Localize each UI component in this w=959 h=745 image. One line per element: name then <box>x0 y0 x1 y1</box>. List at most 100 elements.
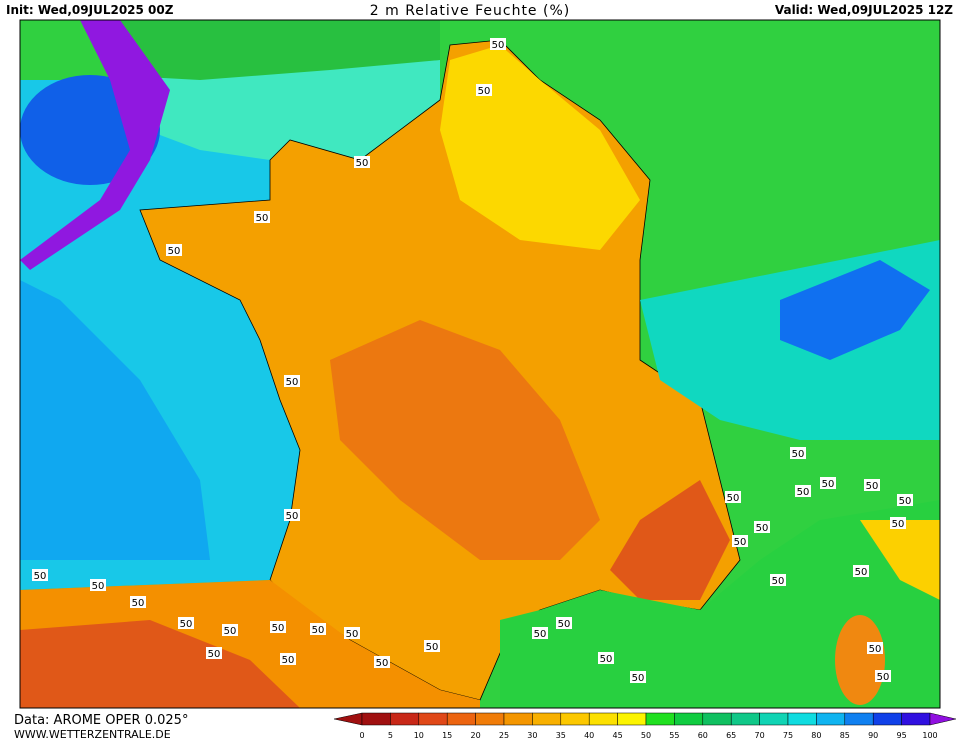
contour-label: 50 <box>168 246 181 257</box>
contour-label: 50 <box>312 625 325 636</box>
ocean-deep <box>20 280 210 560</box>
title: 2 m Relative Feuchte (%) <box>370 3 570 19</box>
contour-label: 50 <box>632 673 645 684</box>
colorbar-segment <box>560 712 590 726</box>
contour-label-box <box>853 565 869 577</box>
contour-label-box <box>532 627 548 639</box>
contour-label-box <box>770 574 786 586</box>
contour-label: 50 <box>208 649 221 660</box>
colorbar-tick-label: 70 <box>755 731 765 740</box>
contour-label: 50 <box>727 493 740 504</box>
colorbar-tick-label: 40 <box>584 731 594 740</box>
colorbar-tick-label: 60 <box>698 731 708 740</box>
data-source: Data: AROME OPER 0.025° <box>14 713 188 728</box>
spain-dry <box>20 620 300 708</box>
contour-label-box <box>476 84 492 96</box>
colorbar-tick-label: 5 <box>388 731 393 740</box>
contour-label-box <box>374 656 390 668</box>
sardinia-coast <box>860 520 940 600</box>
contour-label: 50 <box>34 571 47 582</box>
central-france-dry <box>330 320 600 560</box>
contour-label-box <box>310 623 326 635</box>
contour-label: 50 <box>892 519 905 530</box>
colorbar-segment <box>390 712 420 726</box>
contour-label-box <box>166 244 182 256</box>
contour-label-box <box>254 211 270 223</box>
contour-label: 50 <box>492 40 505 51</box>
colorbar-segment <box>844 712 874 726</box>
contour-label-box <box>222 624 238 636</box>
colorbar-tick-label: 30 <box>527 731 537 740</box>
contour-label-box <box>754 521 770 533</box>
channel <box>110 60 440 160</box>
colorbar-tick-label: 80 <box>811 731 821 740</box>
colorbar-tick-label: 15 <box>442 731 452 740</box>
colorbar-tick-label: 90 <box>868 731 878 740</box>
contour-label: 50 <box>224 626 237 637</box>
contour-label: 50 <box>756 523 769 534</box>
contour-label: 50 <box>734 537 747 548</box>
colorbar-tick-label: 55 <box>669 731 679 740</box>
contour-label: 50 <box>534 629 547 640</box>
colorbar-tick-label: 100 <box>922 731 937 740</box>
contour-label: 50 <box>797 487 810 498</box>
colorbar-segment <box>532 712 562 726</box>
colorbar-segment <box>730 712 760 726</box>
contour-label-box <box>864 479 880 491</box>
contour-label-box <box>90 579 106 591</box>
colorbar-segment <box>901 712 931 726</box>
colorbar-tick-label: 50 <box>641 731 651 740</box>
contour-label-box <box>795 485 811 497</box>
map-frame <box>19 19 941 709</box>
contour-label-box <box>732 535 748 547</box>
colorbar-segment <box>759 712 789 726</box>
ocean-saturated <box>20 20 170 270</box>
website: WWW.WETTERZENTRALE.DE <box>14 728 171 741</box>
contour-label: 50 <box>899 496 912 507</box>
colorbar-high-arrow <box>929 712 957 726</box>
contour-label-box <box>270 621 286 633</box>
contour-label: 50 <box>132 598 145 609</box>
contour-label: 50 <box>256 213 269 224</box>
alps-saturated <box>780 260 930 360</box>
colorbar-segment <box>418 712 448 726</box>
contour-label-box <box>598 652 614 664</box>
map-area <box>20 20 940 708</box>
contour-label: 50 <box>92 581 105 592</box>
contour-label: 50 <box>855 567 868 578</box>
contour-label: 50 <box>426 642 439 653</box>
colorbar-segment <box>588 712 618 726</box>
colorbar-segment <box>816 712 846 726</box>
contour-label-box <box>130 596 146 608</box>
corsica <box>835 615 885 705</box>
contour-labels: 50 50 50 50 50 50 50 50 50 50 50 50 50 50 50 50 50 50 50 50… <box>32 38 913 684</box>
colorbar-segment <box>446 712 476 726</box>
init-time: Init: Wed,09JUL2025 00Z <box>6 3 174 17</box>
contour-label: 50 <box>822 479 835 490</box>
south-east-dry <box>610 480 730 600</box>
contour-label: 50 <box>877 672 890 683</box>
contour-label: 50 <box>558 619 571 630</box>
colorbar-tick-label: 65 <box>726 731 736 740</box>
colorbar-segment <box>645 712 675 726</box>
contour-label: 50 <box>376 658 389 669</box>
valid-time: Valid: Wed,09JUL2025 12Z <box>775 3 953 17</box>
contour-label-box <box>178 617 194 629</box>
contour-label-box <box>354 156 370 168</box>
contour-label: 50 <box>282 655 295 666</box>
contour-label-box <box>820 477 836 489</box>
contour-label-box <box>556 617 572 629</box>
colorbar-segment <box>872 712 902 726</box>
colorbar-tick-label: 75 <box>783 731 793 740</box>
colorbar: 0 5 10 15 20 25 30 35 40 45 50 55 60 65 70 75 80 85 90 95 10… <box>333 712 957 740</box>
contour-label: 50 <box>600 654 613 665</box>
colorbar-tick-label: 45 <box>613 731 623 740</box>
north-france-dry <box>440 45 640 250</box>
contour-label: 50 <box>356 158 369 169</box>
contour-label-box <box>630 671 646 683</box>
contour-label: 50 <box>286 377 299 388</box>
contour-label-box <box>725 491 741 503</box>
colorbar-tick-label: 0 <box>359 731 364 740</box>
contour-label-box <box>897 494 913 506</box>
